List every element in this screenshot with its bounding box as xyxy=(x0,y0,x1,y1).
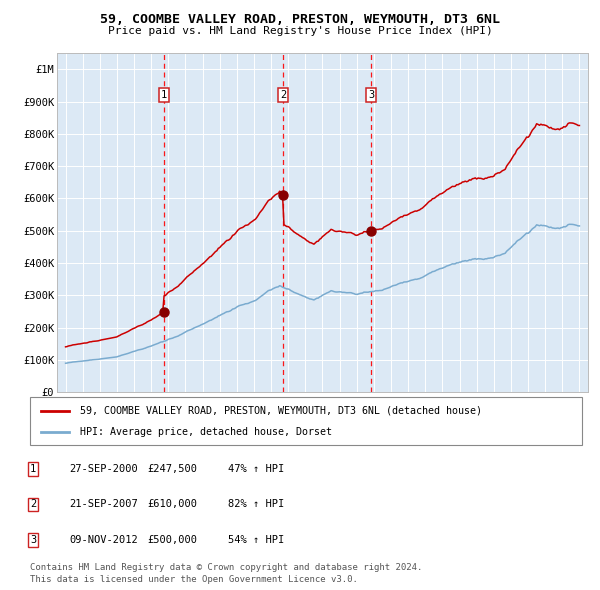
FancyBboxPatch shape xyxy=(30,397,582,445)
Text: 1: 1 xyxy=(30,464,36,474)
Text: 2: 2 xyxy=(280,90,287,100)
Text: This data is licensed under the Open Government Licence v3.0.: This data is licensed under the Open Gov… xyxy=(30,575,358,584)
Text: 82% ↑ HPI: 82% ↑ HPI xyxy=(228,500,284,509)
Text: 3: 3 xyxy=(30,535,36,545)
Text: 27-SEP-2000: 27-SEP-2000 xyxy=(69,464,138,474)
Text: Price paid vs. HM Land Registry's House Price Index (HPI): Price paid vs. HM Land Registry's House … xyxy=(107,26,493,36)
Text: 59, COOMBE VALLEY ROAD, PRESTON, WEYMOUTH, DT3 6NL: 59, COOMBE VALLEY ROAD, PRESTON, WEYMOUT… xyxy=(100,13,500,26)
Text: £247,500: £247,500 xyxy=(147,464,197,474)
Text: 54% ↑ HPI: 54% ↑ HPI xyxy=(228,535,284,545)
Text: 3: 3 xyxy=(368,90,374,100)
Text: £500,000: £500,000 xyxy=(147,535,197,545)
Text: 21-SEP-2007: 21-SEP-2007 xyxy=(69,500,138,509)
Text: 1: 1 xyxy=(161,90,167,100)
Text: Contains HM Land Registry data © Crown copyright and database right 2024.: Contains HM Land Registry data © Crown c… xyxy=(30,563,422,572)
Text: 2: 2 xyxy=(30,500,36,509)
Text: 59, COOMBE VALLEY ROAD, PRESTON, WEYMOUTH, DT3 6NL (detached house): 59, COOMBE VALLEY ROAD, PRESTON, WEYMOUT… xyxy=(80,405,482,415)
Text: £610,000: £610,000 xyxy=(147,500,197,509)
Text: 47% ↑ HPI: 47% ↑ HPI xyxy=(228,464,284,474)
Text: 09-NOV-2012: 09-NOV-2012 xyxy=(69,535,138,545)
Text: HPI: Average price, detached house, Dorset: HPI: Average price, detached house, Dors… xyxy=(80,427,332,437)
